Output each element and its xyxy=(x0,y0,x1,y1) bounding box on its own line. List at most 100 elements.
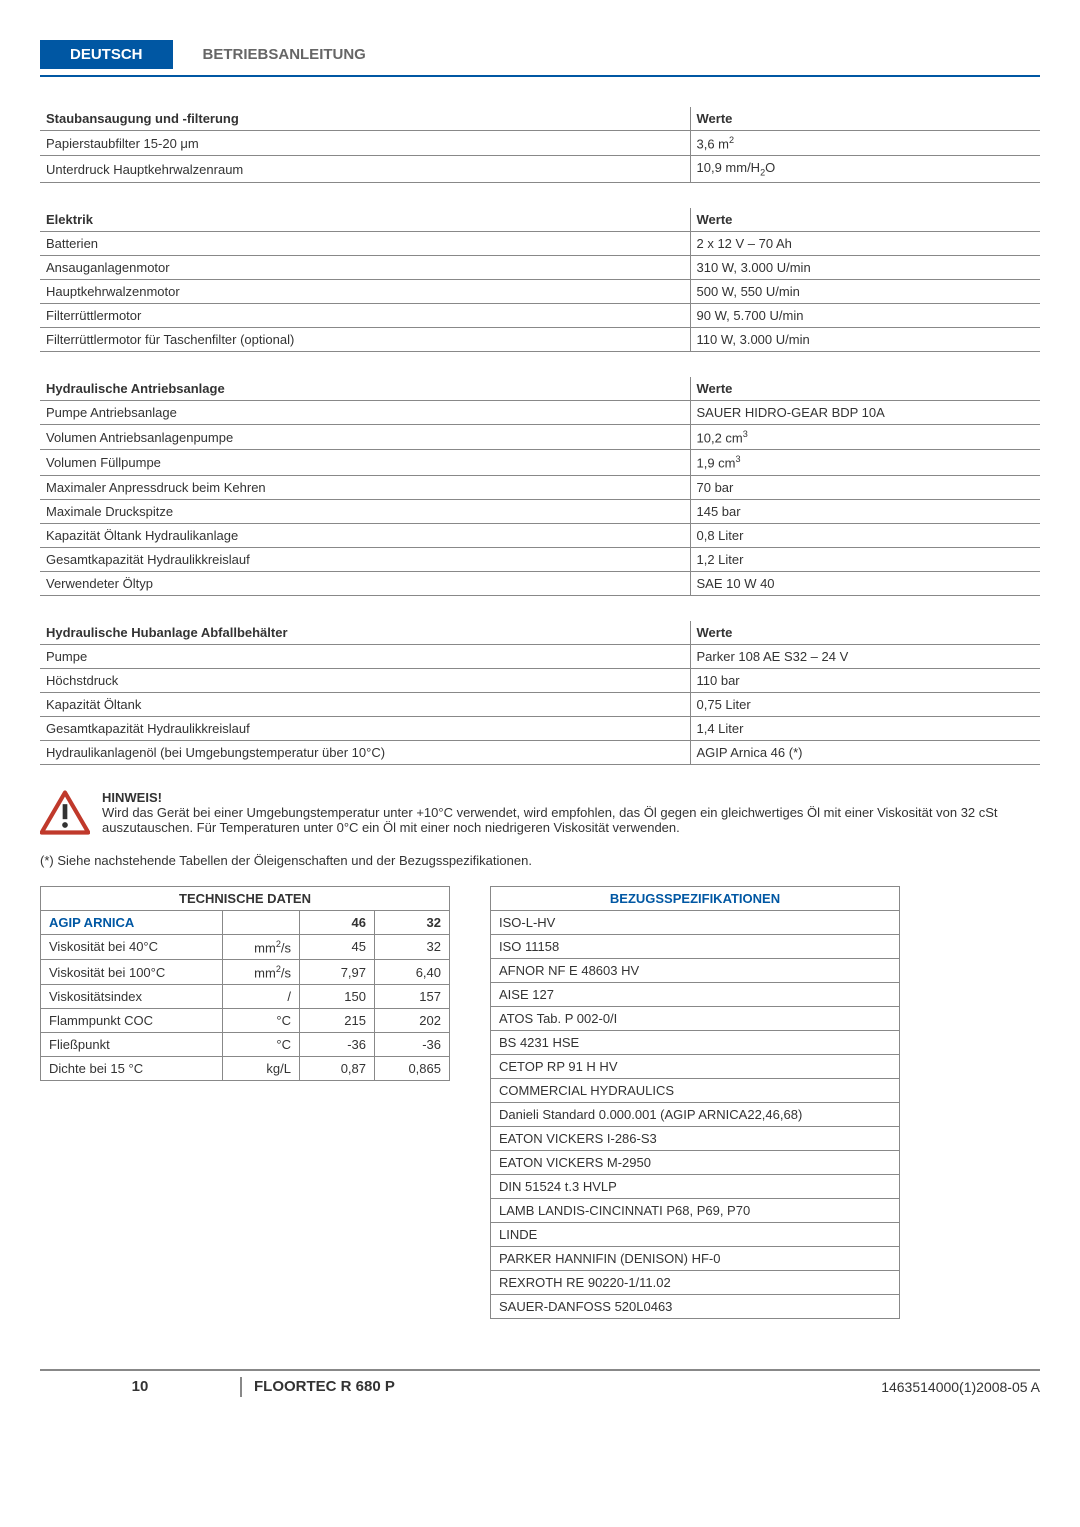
table-row: Flammpunkt COC°C215202 xyxy=(41,1009,450,1033)
cell-value: 0,865 xyxy=(375,1057,450,1081)
cell-value: 202 xyxy=(375,1009,450,1033)
table-row: Filterrüttlermotor für Taschenﬁlter (opt… xyxy=(40,327,1040,351)
cell-unit: kg/L xyxy=(223,1057,300,1081)
spec-item: EATON VICKERS M-2950 xyxy=(491,1150,900,1174)
tech-brand: AGIP ARNICA xyxy=(41,910,223,934)
cell-value: 10,2 cm3 xyxy=(690,424,1040,449)
notice-text: HINWEIS! Wird das Gerät bei einer Umgebu… xyxy=(102,790,1040,835)
table-row: SAUER-DANFOSS 520L0463 xyxy=(491,1294,900,1318)
table-row: Kapazität Öltank0,75 Liter xyxy=(40,692,1040,716)
reference-specs-table: BEZUGSSPEZIFIKATIONENISO-L-HVISO 11158AF… xyxy=(490,886,900,1319)
notice-title: HINWEIS! xyxy=(102,790,162,805)
table-row: Danieli Standard 0.000.001 (AGIP ARNICA2… xyxy=(491,1102,900,1126)
cell-label: Unterdruck Hauptkehrwalzenraum xyxy=(40,156,690,183)
cell-value: 70 bar xyxy=(690,475,1040,499)
page-number: 10 xyxy=(40,1378,240,1395)
table-row: Verwendeter ÖltypSAE 10 W 40 xyxy=(40,571,1040,595)
table-row: Pumpe AntriebsanlageSAUER HIDRO-GEAR BDP… xyxy=(40,400,1040,424)
reference-note: (*) Siehe nachstehende Tabellen der Ölei… xyxy=(40,853,1040,868)
cell-value: 32 xyxy=(375,934,450,959)
spec-item: COMMERCIAL HYDRAULICS xyxy=(491,1078,900,1102)
cell-value: SAE 10 W 40 xyxy=(690,571,1040,595)
table-row: Papierstaubﬁlter 15-20 μm3,6 m2 xyxy=(40,131,1040,156)
cell-label: Gesamtkapazität Hydraulikkreislauf xyxy=(40,547,690,571)
table-row: Dichte bei 15 °Ckg/L0,870,865 xyxy=(41,1057,450,1081)
table-row: Viskosität bei 100°Cmm2/s7,976,40 xyxy=(41,959,450,984)
spec-item: ATOS Tab. P 002-0/I xyxy=(491,1006,900,1030)
table-row: ISO 11158 xyxy=(491,934,900,958)
specs-title: BEZUGSSPEZIFIKATIONEN xyxy=(491,886,900,910)
spec-item: DIN 51524 t.3 HVLP xyxy=(491,1174,900,1198)
cell-label: Maximaler Anpressdruck beim Kehren xyxy=(40,475,690,499)
spec-item: LAMB LANDIS-CINCINNATI P68, P69, P70 xyxy=(491,1198,900,1222)
cell-value: -36 xyxy=(300,1033,375,1057)
cell-value: 215 xyxy=(300,1009,375,1033)
spec-item: EATON VICKERS I-286-S3 xyxy=(491,1126,900,1150)
header-divider xyxy=(40,75,1040,77)
cell-value: Parker 108 AE S32 – 24 V xyxy=(690,644,1040,668)
cell-label: Viskositätsindex xyxy=(41,985,223,1009)
notice-body: Wird das Gerät bei einer Umgebungstemper… xyxy=(102,805,998,835)
table-row: Batterien2 x 12 V – 70 Ah xyxy=(40,231,1040,255)
cell-label: Maximale Druckspitze xyxy=(40,499,690,523)
table-header-right: Werte xyxy=(690,107,1040,131)
table-row: LINDE xyxy=(491,1222,900,1246)
cell-unit: °C xyxy=(223,1009,300,1033)
table-row: Gesamtkapazität Hydraulikkreislauf1,2 Li… xyxy=(40,547,1040,571)
cell-value: SAUER HIDRO-GEAR BDP 10A xyxy=(690,400,1040,424)
table-row: Hauptkehrwalzenmotor500 W, 550 U/min xyxy=(40,279,1040,303)
spec-item: CETOP RP 91 H HV xyxy=(491,1054,900,1078)
table-row: Ansauganlagenmotor310 W, 3.000 U/min xyxy=(40,255,1040,279)
model-name: FLOORTEC R 680 P xyxy=(242,1378,881,1395)
tech-col: 46 xyxy=(300,910,375,934)
table-row: Höchstdruck110 bar xyxy=(40,668,1040,692)
cell-value: 0,87 xyxy=(300,1057,375,1081)
cell-value: 150 xyxy=(300,985,375,1009)
table-row: Kapazität Öltank Hydraulikanlage0,8 Lite… xyxy=(40,523,1040,547)
notice-block: HINWEIS! Wird das Gerät bei einer Umgebu… xyxy=(40,790,1040,838)
cell-label: Verwendeter Öltyp xyxy=(40,571,690,595)
cell-label: Pumpe Antriebsanlage xyxy=(40,400,690,424)
cell-label: Flammpunkt COC xyxy=(41,1009,223,1033)
spec-item: PARKER HANNIFIN (DENISON) HF-0 xyxy=(491,1246,900,1270)
technical-data-table: TECHNISCHE DATENAGIP ARNICA4632Viskositä… xyxy=(40,886,450,1082)
table-row: Volumen Füllpumpe1,9 cm3 xyxy=(40,450,1040,475)
table-row: CETOP RP 91 H HV xyxy=(491,1054,900,1078)
cell-label: Volumen Füllpumpe xyxy=(40,450,690,475)
table-row: BS 4231 HSE xyxy=(491,1030,900,1054)
cell-label: Pumpe xyxy=(40,644,690,668)
table-header-left: Hydraulische Antriebsanlage xyxy=(40,377,690,401)
cell-value: 7,97 xyxy=(300,959,375,984)
cell-value: 0,8 Liter xyxy=(690,523,1040,547)
spec-item: BS 4231 HSE xyxy=(491,1030,900,1054)
spec-table: Hydraulische AntriebsanlageWertePumpe An… xyxy=(40,377,1040,596)
table-row: AFNOR NF E 48603 HV xyxy=(491,958,900,982)
spec-item: REXROTH RE 90220-1/11.02 xyxy=(491,1270,900,1294)
table-row: ATOS Tab. P 002-0/I xyxy=(491,1006,900,1030)
table-row: Volumen Antriebsanlagenpumpe10,2 cm3 xyxy=(40,424,1040,449)
table-row: Gesamtkapazität Hydraulikkreislauf1,4 Li… xyxy=(40,716,1040,740)
cell-label: Hydraulikanlagenöl (bei Umgebungstempera… xyxy=(40,740,690,764)
cell-value: 500 W, 550 U/min xyxy=(690,279,1040,303)
cell-value: 2 x 12 V – 70 Ah xyxy=(690,231,1040,255)
cell-value: 157 xyxy=(375,985,450,1009)
cell-value: AGIP Arnica 46 (*) xyxy=(690,740,1040,764)
spec-item: AFNOR NF E 48603 HV xyxy=(491,958,900,982)
cell-value: 110 W, 3.000 U/min xyxy=(690,327,1040,351)
header-language: DEUTSCH xyxy=(40,40,173,69)
cell-value: 10,9 mm/H2O xyxy=(690,156,1040,183)
spec-item: AISE 127 xyxy=(491,982,900,1006)
table-row: Viskosität bei 40°Cmm2/s4532 xyxy=(41,934,450,959)
cell-unit: mm2/s xyxy=(223,934,300,959)
page-header: DEUTSCH BETRIEBSANLEITUNG xyxy=(40,40,1040,69)
table-row: PARKER HANNIFIN (DENISON) HF-0 xyxy=(491,1246,900,1270)
cell-value: 0,75 Liter xyxy=(690,692,1040,716)
table-header-right: Werte xyxy=(690,377,1040,401)
table-row: Maximaler Anpressdruck beim Kehren70 bar xyxy=(40,475,1040,499)
table-row: COMMERCIAL HYDRAULICS xyxy=(491,1078,900,1102)
cell-label: Filterrüttlermotor für Taschenﬁlter (opt… xyxy=(40,327,690,351)
table-row: Filterrüttlermotor90 W, 5.700 U/min xyxy=(40,303,1040,327)
spec-item: ISO 11158 xyxy=(491,934,900,958)
spec-item: SAUER-DANFOSS 520L0463 xyxy=(491,1294,900,1318)
tech-title: TECHNISCHE DATEN xyxy=(41,886,450,910)
